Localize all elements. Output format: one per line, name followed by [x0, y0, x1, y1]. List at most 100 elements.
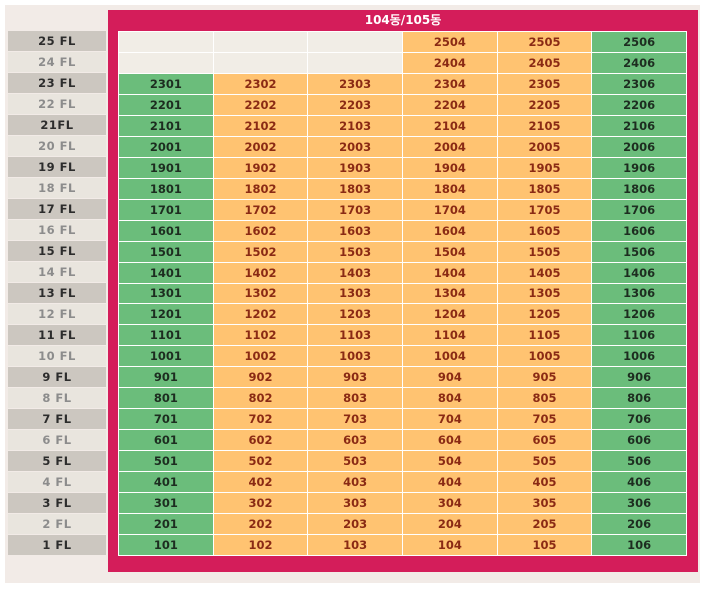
unit-cell[interactable]: 1104 — [402, 325, 497, 346]
unit-cell[interactable]: 1503 — [308, 241, 402, 262]
unit-cell[interactable]: 302 — [213, 493, 308, 514]
unit-cell[interactable]: 1802 — [213, 178, 308, 199]
unit-cell[interactable]: 1704 — [402, 199, 497, 220]
unit-cell[interactable]: 1302 — [213, 283, 308, 304]
unit-cell[interactable]: 1403 — [308, 262, 402, 283]
unit-cell[interactable]: 902 — [213, 367, 308, 388]
unit-cell[interactable]: 501 — [119, 451, 213, 472]
unit-cell[interactable]: 1702 — [213, 199, 308, 220]
unit-cell[interactable]: 2206 — [592, 94, 686, 115]
unit-cell[interactable]: 502 — [213, 451, 308, 472]
unit-cell[interactable]: 204 — [402, 514, 497, 535]
unit-cell[interactable]: 904 — [402, 367, 497, 388]
unit-cell[interactable]: 402 — [213, 472, 308, 493]
unit-cell[interactable]: 1303 — [308, 283, 402, 304]
unit-cell[interactable]: 1005 — [497, 346, 592, 367]
unit-cell[interactable]: 1202 — [213, 304, 308, 325]
unit-cell[interactable]: 1006 — [592, 346, 686, 367]
unit-cell[interactable]: 2003 — [308, 136, 402, 157]
unit-cell[interactable]: 2106 — [592, 115, 686, 136]
unit-cell[interactable]: 1304 — [402, 283, 497, 304]
unit-cell[interactable]: 803 — [308, 388, 402, 409]
unit-cell[interactable]: 2305 — [497, 73, 592, 94]
unit-cell[interactable]: 2301 — [119, 73, 213, 94]
unit-cell[interactable]: 804 — [402, 388, 497, 409]
unit-cell[interactable]: 202 — [213, 514, 308, 535]
unit-cell[interactable]: 1002 — [213, 346, 308, 367]
unit-cell[interactable]: 706 — [592, 409, 686, 430]
unit-cell[interactable]: 404 — [402, 472, 497, 493]
unit-cell[interactable]: 1903 — [308, 157, 402, 178]
unit-cell[interactable]: 2205 — [497, 94, 592, 115]
unit-cell[interactable]: 1106 — [592, 325, 686, 346]
unit-cell[interactable]: 1602 — [213, 220, 308, 241]
unit-cell[interactable]: 806 — [592, 388, 686, 409]
unit-cell[interactable]: 905 — [497, 367, 592, 388]
unit-cell[interactable]: 1902 — [213, 157, 308, 178]
unit-cell[interactable]: 1801 — [119, 178, 213, 199]
unit-cell[interactable]: 1305 — [497, 283, 592, 304]
unit-cell[interactable]: 1204 — [402, 304, 497, 325]
unit-cell[interactable]: 906 — [592, 367, 686, 388]
unit-cell[interactable]: 2404 — [402, 52, 497, 73]
unit-cell[interactable]: 1601 — [119, 220, 213, 241]
unit-cell[interactable]: 201 — [119, 514, 213, 535]
unit-cell[interactable]: 605 — [497, 430, 592, 451]
unit-cell[interactable]: 801 — [119, 388, 213, 409]
unit-cell[interactable]: 901 — [119, 367, 213, 388]
unit-cell[interactable]: 2303 — [308, 73, 402, 94]
unit-cell[interactable]: 304 — [402, 493, 497, 514]
unit-cell[interactable]: 704 — [402, 409, 497, 430]
unit-cell[interactable]: 1905 — [497, 157, 592, 178]
unit-cell[interactable]: 2103 — [308, 115, 402, 136]
unit-cell[interactable]: 1804 — [402, 178, 497, 199]
unit-cell[interactable]: 1901 — [119, 157, 213, 178]
unit-cell[interactable]: 802 — [213, 388, 308, 409]
unit-cell[interactable]: 1505 — [497, 241, 592, 262]
unit-cell[interactable]: 2306 — [592, 73, 686, 94]
unit-cell[interactable]: 701 — [119, 409, 213, 430]
unit-cell[interactable]: 102 — [213, 535, 308, 555]
unit-cell[interactable]: 1101 — [119, 325, 213, 346]
unit-cell[interactable]: 104 — [402, 535, 497, 555]
unit-cell[interactable]: 1504 — [402, 241, 497, 262]
unit-cell[interactable]: 1803 — [308, 178, 402, 199]
unit-cell[interactable]: 2504 — [402, 32, 497, 52]
unit-cell[interactable]: 505 — [497, 451, 592, 472]
unit-cell[interactable]: 301 — [119, 493, 213, 514]
unit-cell[interactable]: 503 — [308, 451, 402, 472]
unit-cell[interactable]: 305 — [497, 493, 592, 514]
unit-cell[interactable]: 1506 — [592, 241, 686, 262]
unit-cell[interactable]: 1805 — [497, 178, 592, 199]
unit-cell[interactable]: 603 — [308, 430, 402, 451]
unit-cell[interactable]: 101 — [119, 535, 213, 555]
unit-cell[interactable]: 1205 — [497, 304, 592, 325]
unit-cell[interactable]: 1906 — [592, 157, 686, 178]
unit-cell[interactable]: 1004 — [402, 346, 497, 367]
unit-cell[interactable]: 405 — [497, 472, 592, 493]
unit-cell[interactable]: 1705 — [497, 199, 592, 220]
unit-cell[interactable]: 106 — [592, 535, 686, 555]
unit-cell[interactable]: 1201 — [119, 304, 213, 325]
unit-cell[interactable]: 203 — [308, 514, 402, 535]
unit-cell[interactable]: 2302 — [213, 73, 308, 94]
unit-cell[interactable]: 903 — [308, 367, 402, 388]
unit-cell[interactable]: 2006 — [592, 136, 686, 157]
unit-cell[interactable]: 1404 — [402, 262, 497, 283]
unit-cell[interactable]: 1401 — [119, 262, 213, 283]
unit-cell[interactable]: 103 — [308, 535, 402, 555]
unit-cell[interactable]: 1003 — [308, 346, 402, 367]
unit-cell[interactable]: 602 — [213, 430, 308, 451]
unit-cell[interactable]: 2002 — [213, 136, 308, 157]
unit-cell[interactable]: 1604 — [402, 220, 497, 241]
unit-cell[interactable]: 2505 — [497, 32, 592, 52]
unit-cell[interactable]: 1206 — [592, 304, 686, 325]
unit-cell[interactable]: 705 — [497, 409, 592, 430]
unit-cell[interactable]: 2204 — [402, 94, 497, 115]
unit-cell[interactable]: 805 — [497, 388, 592, 409]
unit-cell[interactable]: 1501 — [119, 241, 213, 262]
unit-cell[interactable]: 1102 — [213, 325, 308, 346]
unit-cell[interactable]: 1105 — [497, 325, 592, 346]
unit-cell[interactable]: 1806 — [592, 178, 686, 199]
unit-cell[interactable]: 1306 — [592, 283, 686, 304]
